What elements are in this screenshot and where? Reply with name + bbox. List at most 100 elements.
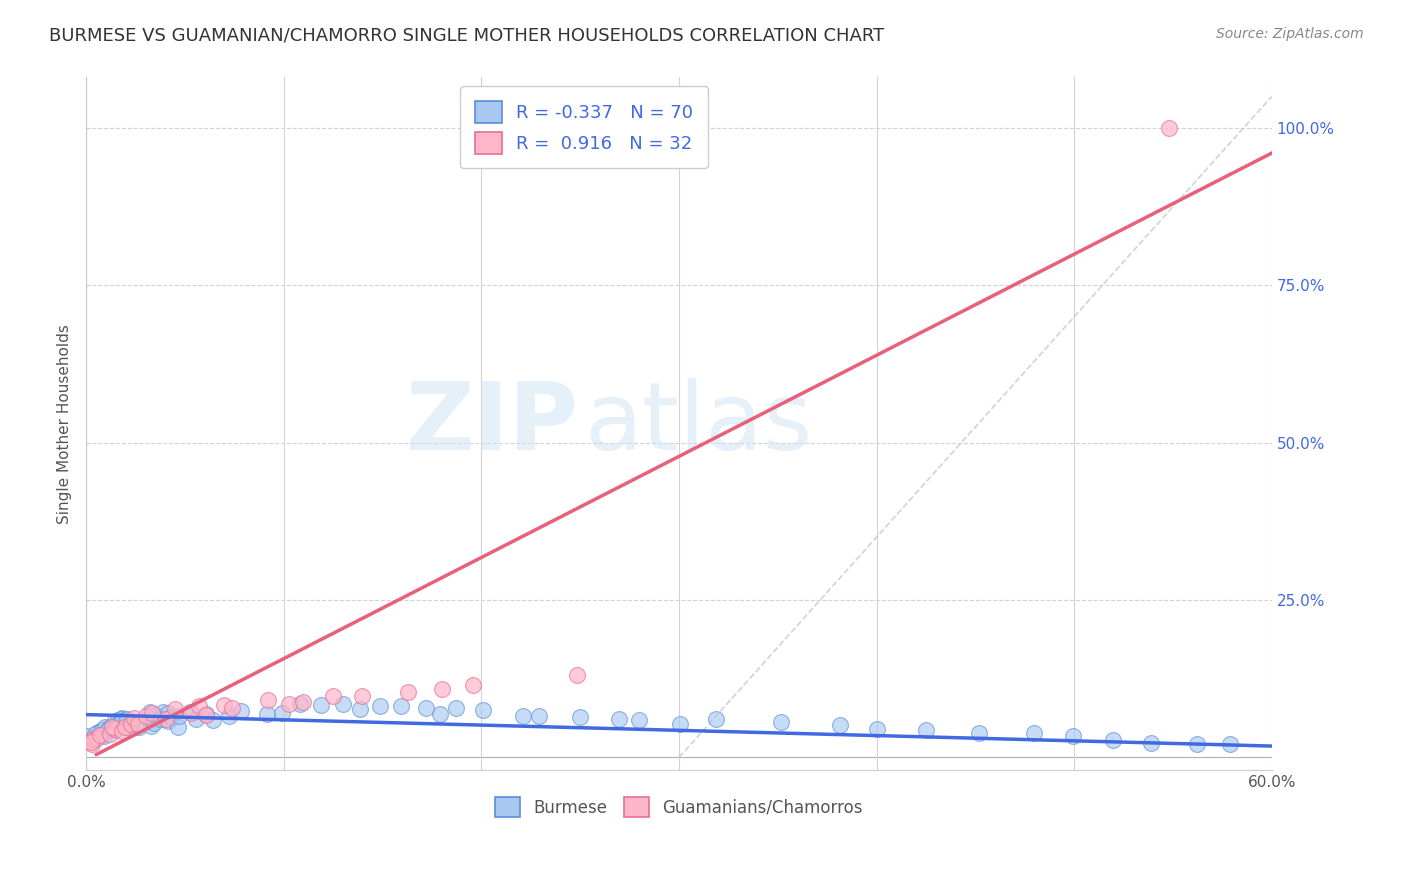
Point [91, 723, 114, 738]
Point [108, 716, 131, 731]
Point [82, 731, 104, 745]
Point [84, 727, 107, 741]
Text: BURMESE VS GUAMANIAN/CHAMORRO SINGLE MOTHER HOUSEHOLDS CORRELATION CHART: BURMESE VS GUAMANIAN/CHAMORRO SINGLE MOT… [49, 27, 884, 45]
Point [914, 723, 936, 737]
Point [769, 714, 792, 729]
Point [75, 729, 97, 743]
Point [110, 712, 132, 726]
Point [212, 698, 235, 712]
Point [142, 716, 165, 731]
Point [79, 735, 101, 749]
Text: Source: ZipAtlas.com: Source: ZipAtlas.com [1216, 27, 1364, 41]
Point [145, 708, 167, 723]
Point [101, 720, 124, 734]
Point [288, 697, 311, 711]
Point [135, 708, 157, 723]
Point [111, 711, 134, 725]
Point [967, 726, 990, 740]
Point [565, 668, 588, 682]
Point [86, 731, 108, 746]
Point [195, 708, 218, 723]
Point [291, 695, 314, 709]
Point [104, 722, 127, 736]
Point [257, 692, 280, 706]
Point [221, 701, 243, 715]
Point [332, 697, 354, 711]
Point [471, 703, 494, 717]
Point [830, 718, 852, 732]
Point [167, 709, 190, 723]
Point [866, 722, 889, 736]
Point [156, 706, 179, 720]
Point [463, 678, 485, 692]
Point [429, 706, 451, 721]
Point [1102, 733, 1125, 747]
Point [80, 737, 103, 751]
Point [115, 712, 138, 726]
Point [669, 717, 692, 731]
Point [706, 712, 728, 726]
Point [1062, 730, 1084, 744]
Point [105, 717, 128, 731]
Point [157, 714, 180, 728]
Point [396, 685, 419, 699]
Point [127, 716, 149, 731]
Point [352, 690, 374, 704]
Point [107, 713, 129, 727]
Point [195, 706, 218, 721]
Point [139, 706, 162, 720]
Text: ZIP: ZIP [405, 377, 578, 470]
Point [179, 705, 201, 719]
Point [89, 728, 111, 742]
Point [155, 712, 177, 726]
Point [1187, 737, 1209, 751]
Point [82, 734, 104, 748]
Point [128, 720, 150, 734]
Point [607, 712, 630, 726]
Point [87, 724, 110, 739]
Legend: Burmese, Guamanians/Chamorros: Burmese, Guamanians/Chamorros [488, 790, 869, 824]
Point [415, 701, 437, 715]
Point [111, 714, 134, 729]
Point [218, 708, 240, 723]
Point [322, 689, 344, 703]
Point [391, 699, 413, 714]
Point [90, 728, 112, 742]
Point [202, 713, 225, 727]
Point [256, 707, 278, 722]
Point [349, 701, 371, 715]
Point [118, 721, 141, 735]
Point [180, 706, 202, 720]
Point [163, 701, 186, 715]
Point [278, 697, 301, 711]
Point [94, 720, 117, 734]
Point [444, 701, 467, 715]
Point [114, 720, 136, 734]
Point [1157, 120, 1180, 135]
Point [98, 720, 121, 734]
Point [152, 705, 174, 719]
Point [82, 732, 104, 747]
Point [103, 714, 125, 728]
Point [512, 709, 534, 723]
Point [432, 682, 454, 697]
Y-axis label: Single Mother Households: Single Mother Households [58, 324, 72, 524]
Point [628, 714, 651, 728]
Point [139, 718, 162, 732]
Point [120, 716, 142, 731]
Point [370, 699, 392, 714]
Point [184, 712, 207, 726]
Point [83, 731, 105, 746]
Point [98, 727, 121, 741]
Point [93, 729, 115, 743]
Point [149, 712, 172, 726]
Point [166, 720, 188, 734]
Point [187, 699, 209, 714]
Point [141, 706, 163, 720]
Point [160, 710, 183, 724]
Text: atlas: atlas [583, 377, 813, 470]
Point [271, 706, 294, 720]
Point [1140, 736, 1163, 750]
Point [104, 723, 127, 737]
Point [529, 709, 551, 723]
